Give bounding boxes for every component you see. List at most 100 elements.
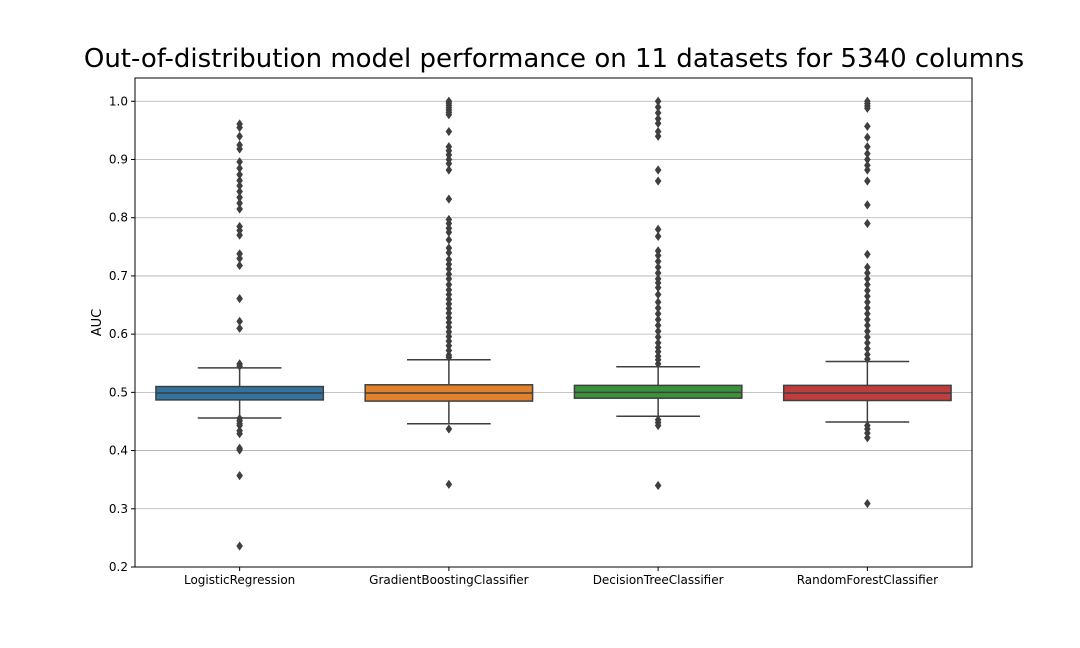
outlier-point [654,114,662,124]
outlier-point [864,149,871,159]
outlier-point [864,154,871,165]
outlier-point [864,132,871,142]
outlier-point [654,118,662,129]
outlier-point [445,341,453,351]
outlier-point [445,269,453,279]
outlier-point [864,332,871,342]
outlier-point [864,326,871,336]
outlier-point [236,445,243,455]
outlier-point [864,314,871,325]
outlier-point [864,160,871,170]
outlier-point [236,144,243,154]
y-tick-label: 0.5 [109,385,128,399]
outlier-point [236,225,243,236]
outlier-point [864,303,871,313]
outlier-point [236,429,243,439]
outlier-point [445,331,453,342]
x-tick-label: DecisionTreeClassifier [593,573,724,587]
outlier-point [236,204,243,214]
x-tick-label: LogisticRegression [184,573,295,587]
outlier-point [445,424,453,434]
outlier-point [236,175,243,186]
outlier-point [654,332,662,342]
outlier-point [236,198,243,208]
outlier-point [864,249,871,259]
outlier-point [445,299,453,309]
outlier-point [445,126,453,137]
outlier-point [236,260,243,271]
outlier-point [236,192,243,202]
outlier-point [445,243,453,253]
outlier-point [864,103,871,113]
box-group-RandomForestClassifier [782,96,952,509]
outlier-point [445,227,453,237]
outlier-point [864,428,871,438]
y-tick-label: 0.2 [109,560,128,574]
outlier-point [864,309,871,319]
outlier-point [445,345,453,356]
outlier-point [654,96,662,106]
outlier-point [864,262,871,272]
outlier-point [445,264,453,274]
outlier-point [864,291,871,301]
outlier-point [864,320,871,331]
outlier-point [654,278,662,288]
outlier-point [654,420,662,431]
outlier-point [445,294,453,304]
y-tick-label: 0.8 [109,211,128,225]
outlier-point [445,317,453,328]
outlier-point [654,347,662,357]
outlier-point [864,218,871,229]
outlier-point [864,297,871,307]
outlier-point [654,282,662,293]
x-tick-label: GradientBoostingClassifier [369,573,529,587]
outlier-point [445,327,453,337]
outlier-point [654,256,662,266]
chart-title: Out-of-distribution model performance on… [83,44,1025,74]
outlier-point [864,200,871,210]
outlier-point [445,165,453,175]
outlier-point [445,259,453,269]
box-plots [155,96,952,551]
box-group-DecisionTreeClassifier [573,96,743,491]
outlier-point [445,352,453,363]
outlier-point [864,349,871,360]
outlier-point [654,320,662,331]
outlier-point [236,294,243,304]
outlier-point [864,338,871,348]
y-tick-label: 0.7 [109,269,128,283]
outlier-point [236,253,243,264]
outlier-point [445,274,453,284]
outlier-point [864,142,871,152]
y-tick-label: 0.3 [109,502,128,516]
outlier-point [654,359,662,369]
y-axis-label: AUC [90,309,105,337]
outlier-point [445,336,453,346]
outlier-point [236,323,243,333]
outlier-point [236,157,243,167]
outlier-point [654,480,662,491]
y-tick-label: 0.6 [109,327,128,341]
outlier-point [236,541,243,551]
box-group-GradientBoostingClassifier [364,96,534,489]
outlier-point [654,176,662,186]
outlier-point [236,316,243,326]
outlier-point [864,354,871,364]
outlier-point [236,230,243,240]
outlier-point [654,108,662,118]
outlier-point [654,338,662,348]
outlier-point [864,344,871,354]
outlier-point [654,224,662,234]
outlier-point [445,158,453,169]
outlier-point [654,102,662,112]
outlier-point [445,235,453,245]
outlier-point [654,303,662,313]
outlier-point [864,274,871,284]
y-axis-ticks: 0.2 0.3 0.4 0.5 0.6 0.7 0.8 0.9 1.0 [109,94,135,574]
outlier-point [654,326,662,336]
outlier-point [445,255,453,265]
y-tick-label: 0.9 [109,153,128,167]
outlier-point [236,249,243,259]
outlier-point [236,131,243,141]
outlier-point [236,420,243,431]
